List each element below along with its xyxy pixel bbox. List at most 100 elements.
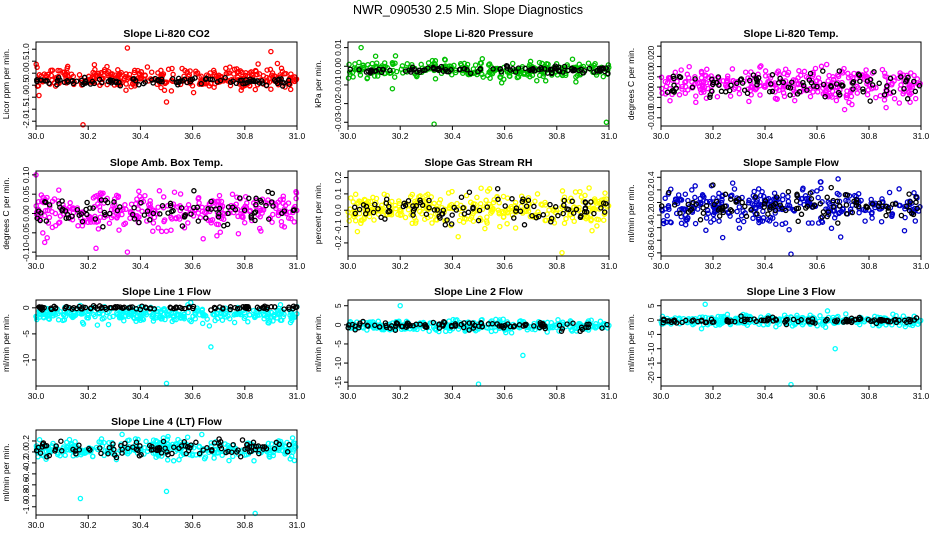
data-point xyxy=(264,74,270,81)
data-point xyxy=(281,306,287,312)
data-point xyxy=(811,202,818,208)
data-point xyxy=(665,75,672,81)
data-point xyxy=(217,229,224,235)
data-point xyxy=(458,194,465,200)
data-point xyxy=(119,211,125,218)
data-point xyxy=(523,203,530,209)
data-point xyxy=(864,91,871,98)
outlier-point xyxy=(559,249,565,256)
x-axis: 30.0 30.2 30.4 30.6 30.8 31.0 xyxy=(340,126,618,141)
data-point xyxy=(849,209,856,216)
data-point xyxy=(716,194,722,200)
x-tick-label: 30.6 xyxy=(184,520,201,530)
data-point xyxy=(912,88,919,95)
outlier-point xyxy=(124,45,131,51)
data-point xyxy=(432,217,439,223)
data-point xyxy=(853,196,860,203)
y-tick-label: -0.6 xyxy=(646,233,656,248)
x-tick-label: 30.0 xyxy=(653,131,670,141)
data-point xyxy=(685,75,692,81)
series-1 xyxy=(658,301,924,388)
data-point xyxy=(475,217,482,224)
data-point xyxy=(42,199,48,205)
data-point xyxy=(732,318,738,325)
data-point xyxy=(291,207,297,213)
data-point xyxy=(806,77,813,83)
data-point xyxy=(863,67,869,73)
data-point xyxy=(466,320,473,326)
y-axis-label: ml/min per min. xyxy=(626,184,636,242)
data-point xyxy=(70,205,76,211)
data-point xyxy=(287,86,294,93)
x-tick-label: 31.0 xyxy=(289,261,306,271)
data-point xyxy=(708,73,714,79)
data-point xyxy=(818,185,824,192)
data-point xyxy=(678,67,684,73)
data-point xyxy=(658,203,665,209)
data-point xyxy=(372,322,378,329)
data-point xyxy=(402,68,409,74)
data-point xyxy=(199,431,205,438)
data-point xyxy=(756,201,762,207)
y-axis: -0.03-0.02-0.010.000.01 xyxy=(333,39,348,132)
data-point xyxy=(830,204,837,210)
data-point xyxy=(285,215,292,221)
data-point xyxy=(555,317,561,323)
y-tick-label: 0.2 xyxy=(21,435,31,447)
y-tick-label: -0.5 xyxy=(21,78,31,93)
data-point xyxy=(270,211,276,218)
data-point xyxy=(605,62,612,68)
x-tick-label: 30.0 xyxy=(340,131,357,141)
data-point xyxy=(247,312,253,318)
data-point xyxy=(52,446,59,453)
data-point xyxy=(44,78,50,84)
data-point xyxy=(692,220,699,227)
data-point xyxy=(710,182,716,188)
data-point xyxy=(703,79,709,86)
data-point xyxy=(500,213,507,220)
data-point xyxy=(196,450,203,457)
data-point xyxy=(102,304,108,311)
data-point xyxy=(62,452,68,459)
y-tick-label: 5 xyxy=(333,303,343,308)
data-point xyxy=(436,325,443,331)
data-point xyxy=(242,313,249,320)
data-point xyxy=(782,66,789,72)
data-point xyxy=(466,327,472,333)
data-point xyxy=(156,447,162,453)
data-point xyxy=(139,208,145,215)
data-point xyxy=(286,306,292,312)
data-point xyxy=(908,70,914,76)
data-point xyxy=(361,196,368,203)
data-point xyxy=(703,202,710,209)
data-point xyxy=(600,200,607,206)
data-point xyxy=(696,84,703,90)
data-point xyxy=(703,215,710,221)
data-point xyxy=(281,224,288,230)
data-point xyxy=(715,313,721,320)
data-point xyxy=(553,206,560,213)
data-point xyxy=(198,78,204,85)
data-point xyxy=(577,188,583,195)
data-point xyxy=(85,315,92,321)
data-point xyxy=(392,60,398,66)
x-tick-label: 30.6 xyxy=(496,131,513,141)
data-point xyxy=(883,104,889,111)
data-point xyxy=(537,320,544,326)
x-tick-label: 30.2 xyxy=(80,261,97,271)
data-point xyxy=(131,76,137,82)
data-point xyxy=(568,65,575,72)
data-point xyxy=(833,318,840,325)
y-tick-label: 0.1 xyxy=(333,188,343,200)
data-point xyxy=(187,445,193,451)
data-point xyxy=(600,66,607,72)
data-point xyxy=(901,85,907,92)
y-tick-label: -20 xyxy=(646,371,656,384)
data-point xyxy=(265,440,272,447)
series-1 xyxy=(345,185,612,256)
x-tick-label: 31.0 xyxy=(913,391,930,401)
outlier-point xyxy=(702,301,708,308)
data-point xyxy=(167,202,174,209)
data-point xyxy=(284,449,291,455)
data-point xyxy=(853,316,859,323)
